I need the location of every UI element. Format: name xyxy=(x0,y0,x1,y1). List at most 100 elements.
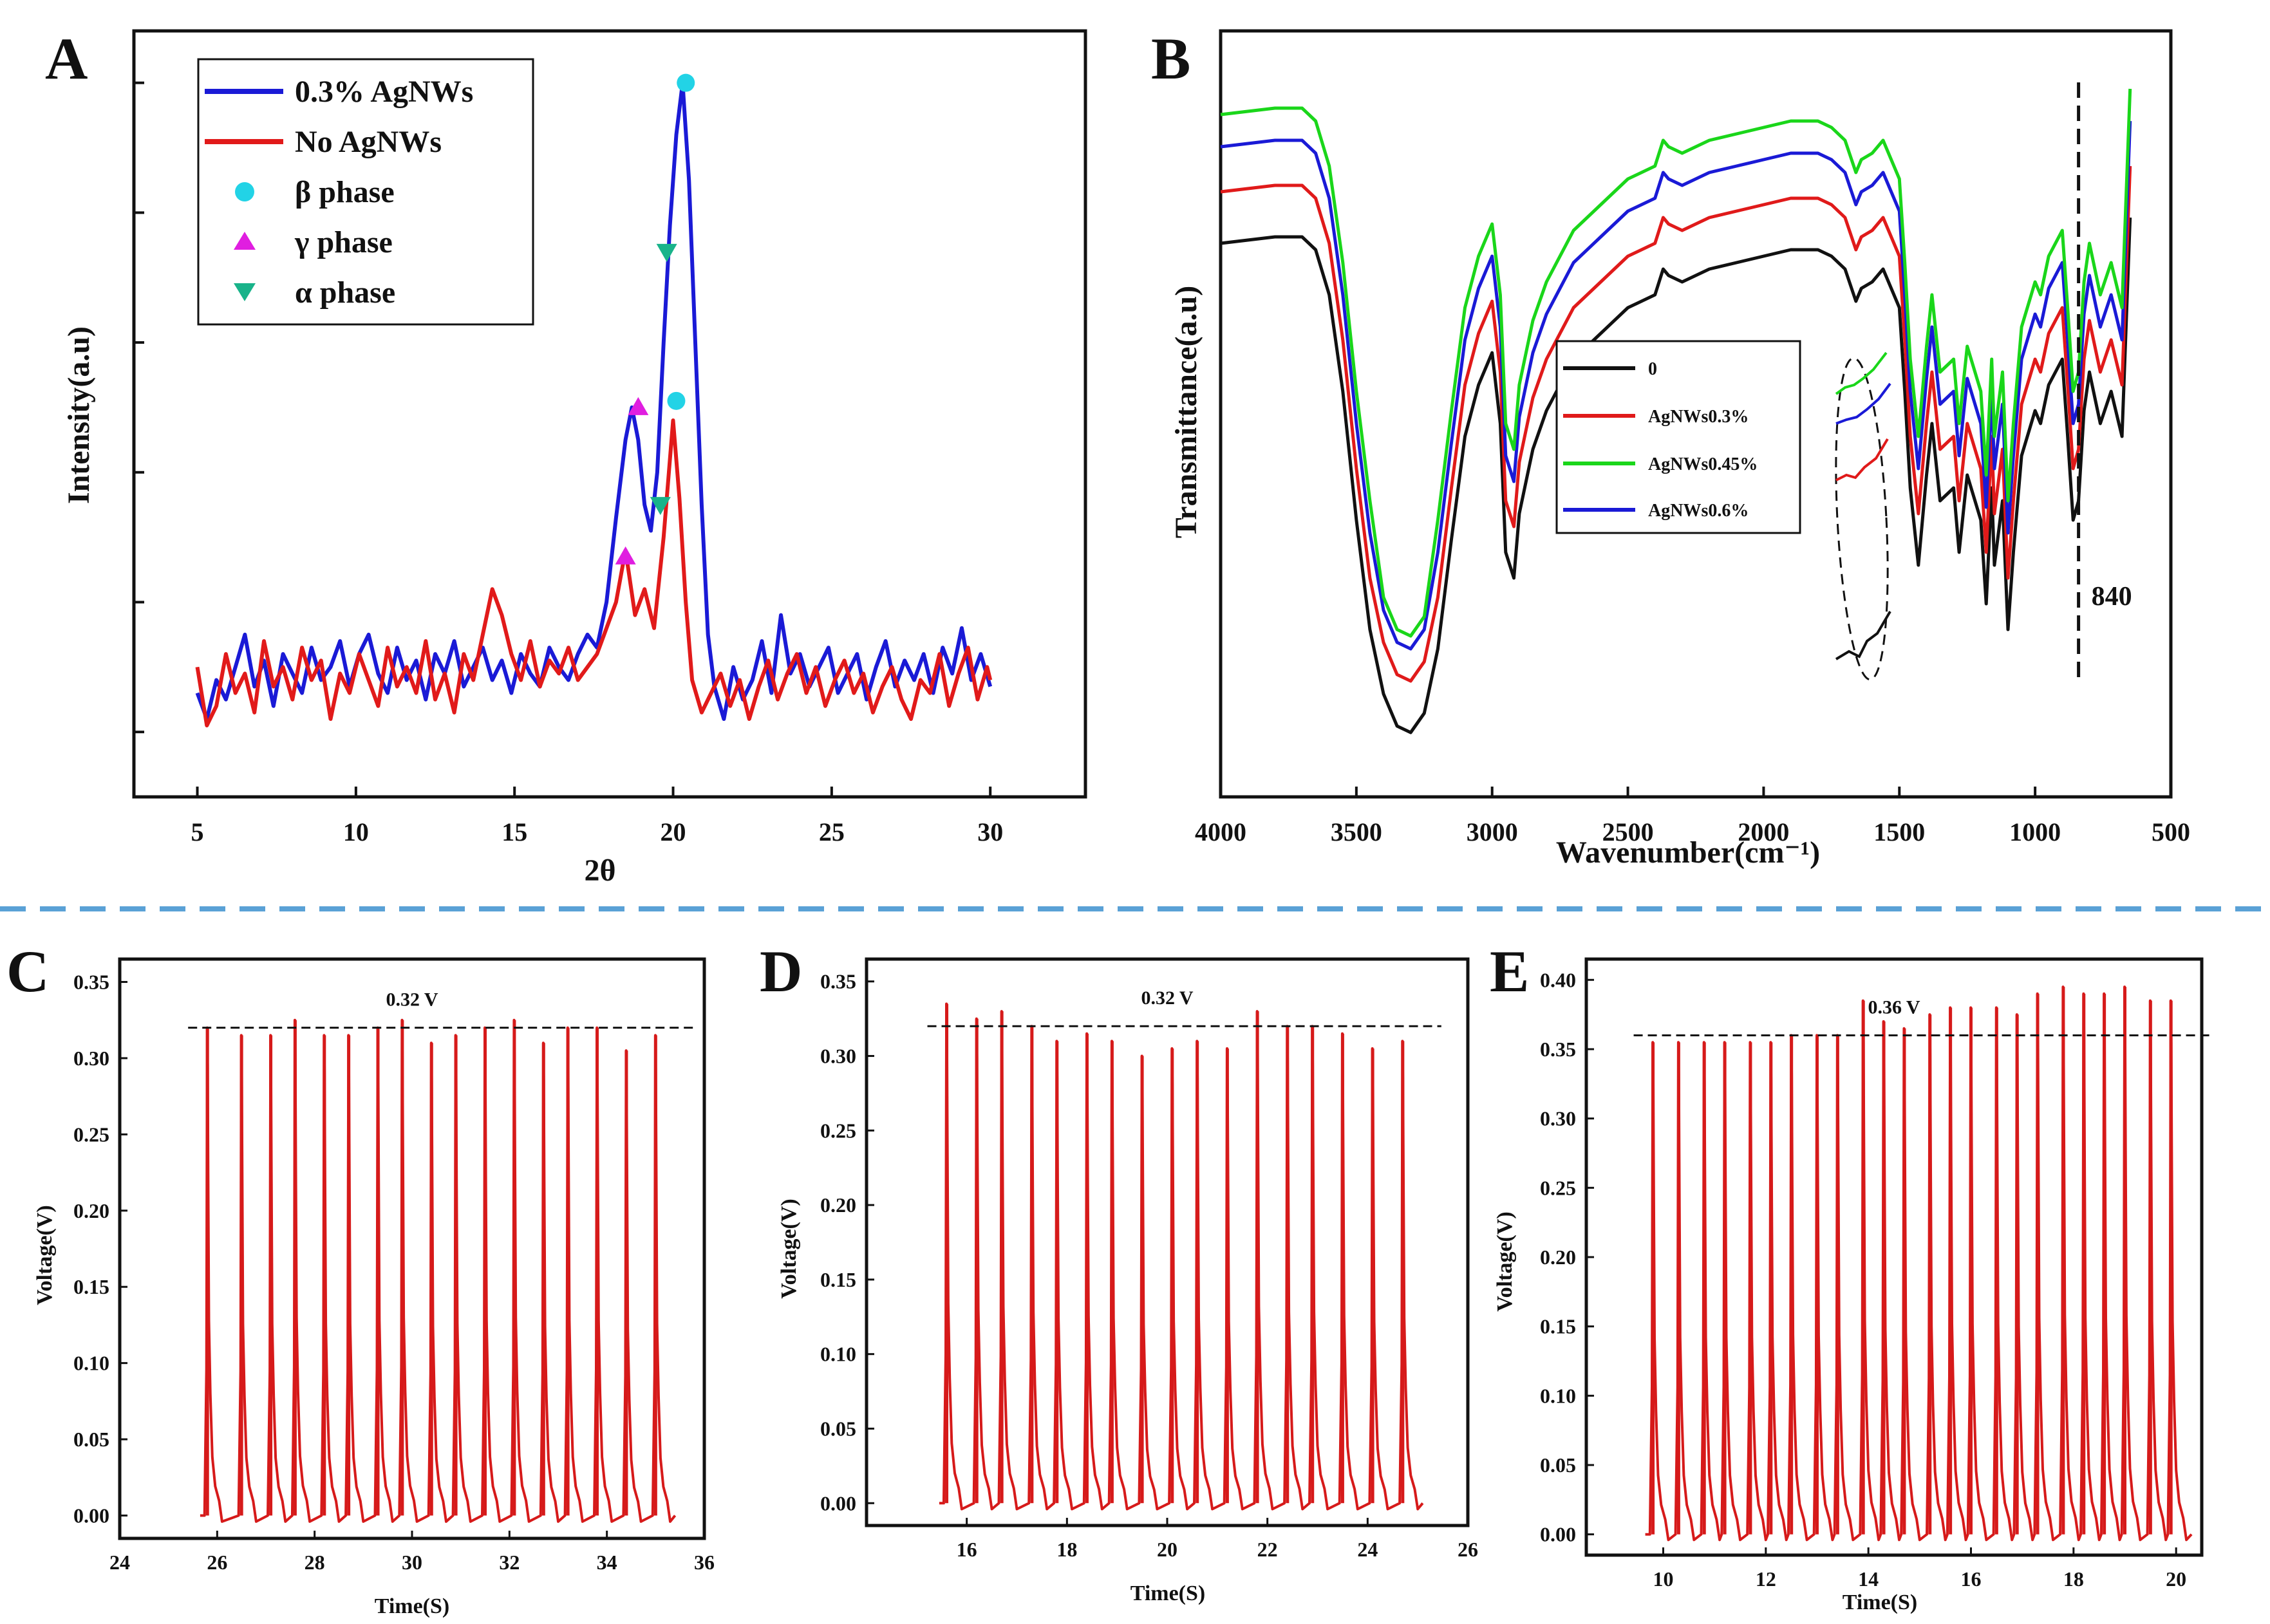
legend: 0.3% AgNWs No AgNWs β phase γ phase α ph… xyxy=(197,58,534,326)
y-tick-label: 0.15 xyxy=(1540,1315,1576,1338)
y-tick-label: 0.35 xyxy=(820,970,856,993)
legend-label-3: AgNWs0.6% xyxy=(1648,501,1749,521)
x-tick-label: 1000 xyxy=(2009,817,2061,846)
y-tick-label: 0.10 xyxy=(1540,1384,1576,1407)
inset-curve-green xyxy=(1835,351,1888,395)
x-axis-title: Time(S) xyxy=(375,1594,449,1618)
legend-label-1: No AgNWs xyxy=(295,125,442,159)
x-tick-label: 4000 xyxy=(1195,817,1246,846)
y-tick-label: 0.15 xyxy=(73,1275,109,1298)
inset-curve-black xyxy=(1835,610,1891,660)
legend-label-3: γ phase xyxy=(294,225,393,259)
y-tick-label: 0.20 xyxy=(73,1199,109,1222)
x-tick-label: 28 xyxy=(305,1551,325,1574)
x-tick-label: 30 xyxy=(402,1551,422,1574)
panel-d: D 16 18 20 22 24 26 0.00 0.05 0.10 0.15 0.20 0.25 0.… xyxy=(760,938,1478,1605)
x-tick-label: 18 xyxy=(1056,1538,1077,1561)
y-axis-title: Voltage(V) xyxy=(33,1205,57,1305)
x-tick-label: 34 xyxy=(597,1551,617,1574)
series-line-0 xyxy=(1220,217,2132,734)
y-tick-label: 0.00 xyxy=(73,1504,109,1527)
phase-marker xyxy=(650,497,671,516)
x-tick-label: 18 xyxy=(2063,1567,2084,1591)
y-tick-label: 0.25 xyxy=(73,1123,109,1146)
y-tick-label: 0.30 xyxy=(73,1047,109,1070)
x-tick-label: 26 xyxy=(1458,1538,1478,1561)
reference-label: 0.32 V xyxy=(1141,987,1193,1009)
y-axis-title: Transmittance(a.u) xyxy=(1169,286,1203,538)
y-tick-label: 0.05 xyxy=(1540,1453,1576,1477)
y-tick-label: 0.35 xyxy=(1540,1038,1576,1061)
x-tick-label: 16 xyxy=(957,1538,977,1561)
x-tick-label: 500 xyxy=(2152,817,2190,846)
x-tick-label: 10 xyxy=(343,817,369,846)
inset-ellipse xyxy=(1835,357,1889,681)
panel-letter: B xyxy=(1151,26,1190,91)
x-tick-label: 15 xyxy=(502,817,527,846)
phase-marker xyxy=(628,397,649,415)
x-tick-label: 3000 xyxy=(1467,817,1518,846)
phase-marker xyxy=(667,391,686,410)
x-tick-label: 36 xyxy=(694,1551,715,1574)
panel-letter: A xyxy=(45,26,88,91)
reference-label: 840 xyxy=(2092,582,2132,611)
phase-marker xyxy=(615,546,636,565)
x-tick-label: 20 xyxy=(661,817,686,846)
y-axis-title: Voltage(V) xyxy=(1493,1211,1517,1312)
reference-label: 0.36 V xyxy=(1868,996,1920,1018)
legend-label-2: AgNWs0.45% xyxy=(1648,454,1758,474)
y-axis-title: Voltage(V) xyxy=(777,1199,801,1299)
y-tick-label: 0.25 xyxy=(1540,1176,1576,1199)
reference-label: 0.32 V xyxy=(386,989,438,1011)
x-tick-label: 24 xyxy=(109,1551,130,1574)
legend-label-0: 0.3% AgNWs xyxy=(295,75,473,109)
panel-b: B 4000 3500 3000 2500 2000 1500 1000 500 Transm… xyxy=(1151,26,2190,870)
series-line-0 xyxy=(195,80,993,721)
x-tick-label: 3500 xyxy=(1331,817,1382,846)
legend-label-1: AgNWs0.3% xyxy=(1648,407,1749,427)
panel-e: E 10 12 14 16 18 20 0.00 0.05 0.10 0.15 0.20 0.25 0.… xyxy=(1490,938,2210,1614)
y-tick-label: 0.20 xyxy=(1540,1246,1576,1269)
legend-label-0: 0 xyxy=(1648,359,1657,379)
y-tick-label: 0.05 xyxy=(820,1417,856,1440)
panel-c: C 24 26 28 30 32 34 36 0.00 0.05 0.10 0.15 0.20 0.25… xyxy=(6,938,715,1618)
x-tick-label: 26 xyxy=(207,1551,227,1574)
panel-letter: C xyxy=(6,938,49,1004)
legend-marker-beta xyxy=(235,182,254,201)
x-tick-label: 14 xyxy=(1858,1567,1879,1591)
series-line-1 xyxy=(1220,165,2132,683)
y-tick-label: 0.40 xyxy=(1540,968,1576,991)
y-tick-label: 0.30 xyxy=(1540,1107,1576,1130)
legend: 0 AgNWs0.3% AgNWs0.45% AgNWs0.6% xyxy=(1555,340,1801,534)
x-tick-label: 1500 xyxy=(1873,817,1925,846)
x-tick-label: 12 xyxy=(1756,1567,1776,1591)
x-tick-label: 5 xyxy=(191,817,204,846)
x-tick-label: 16 xyxy=(1961,1567,1982,1591)
phase-marker xyxy=(656,243,677,262)
y-tick-label: 0.15 xyxy=(820,1268,856,1291)
y-tick-label: 0.35 xyxy=(73,971,109,994)
y-tick-label: 0.00 xyxy=(820,1491,856,1515)
x-tick-label: 10 xyxy=(1653,1567,1674,1591)
x-axis-title: Time(S) xyxy=(1843,1591,1917,1614)
legend-marker-alpha xyxy=(234,283,256,301)
x-tick-label: 30 xyxy=(977,817,1003,846)
x-tick-label: 32 xyxy=(499,1551,520,1574)
x-tick-label: 24 xyxy=(1357,1538,1378,1561)
x-tick-label: 20 xyxy=(1157,1538,1177,1561)
series-line-3 xyxy=(1220,120,2132,651)
legend-label-2: β phase xyxy=(295,175,395,209)
inset-curve-red xyxy=(1835,438,1889,481)
plot-frame xyxy=(1219,29,2173,799)
x-axis-title: Wavenumber(cm⁻¹) xyxy=(1556,835,1820,870)
y-axis-title: Intensity(a.u) xyxy=(62,326,96,504)
y-tick-label: 0.10 xyxy=(73,1352,109,1375)
y-tick-label: 0.30 xyxy=(820,1045,856,1068)
plot-frame xyxy=(132,29,1087,799)
phase-marker xyxy=(677,73,695,92)
x-tick-label: 2000 xyxy=(1738,817,1789,846)
legend-marker-gamma xyxy=(234,232,256,250)
x-axis-title: Time(S) xyxy=(1130,1582,1205,1605)
y-tick-label: 0.25 xyxy=(820,1119,856,1142)
